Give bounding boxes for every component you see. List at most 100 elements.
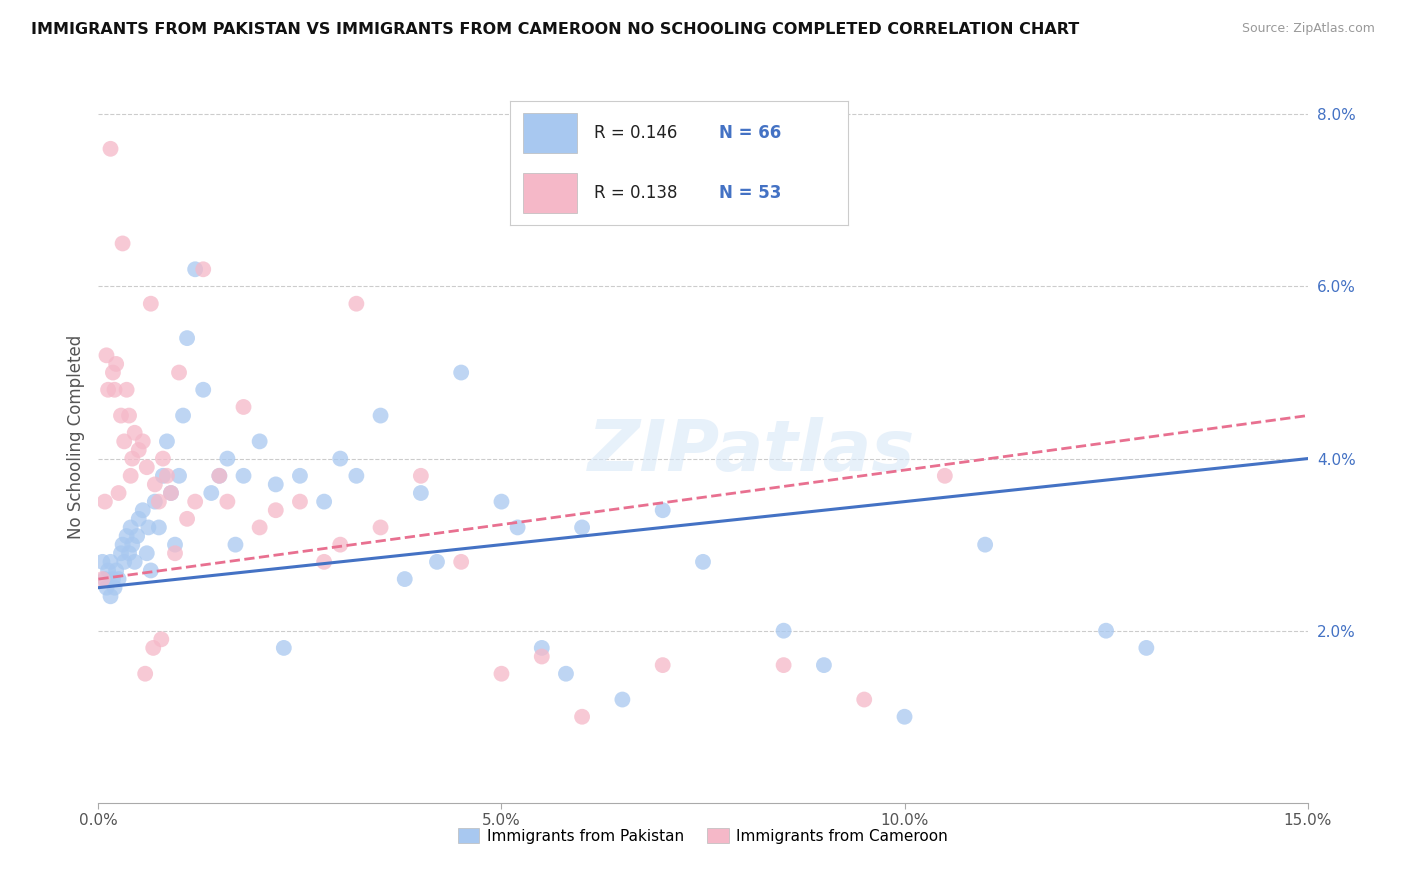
Text: Source: ZipAtlas.com: Source: ZipAtlas.com <box>1241 22 1375 36</box>
Point <box>121 451 143 466</box>
Point <box>217 494 239 508</box>
Point <box>148 494 170 508</box>
Point <box>115 529 138 543</box>
Point <box>128 512 150 526</box>
Point <box>344 296 367 310</box>
Point <box>105 564 128 578</box>
Point <box>409 468 432 483</box>
Point <box>288 494 311 508</box>
Point <box>91 555 114 569</box>
Point <box>107 572 129 586</box>
Point <box>555 666 578 681</box>
Point <box>97 564 120 578</box>
Point <box>163 538 186 552</box>
Point <box>115 383 138 397</box>
Point <box>370 520 392 534</box>
Point <box>1095 624 1118 638</box>
Point <box>217 451 239 466</box>
Point <box>314 494 336 508</box>
Point <box>110 546 132 560</box>
Point <box>506 520 529 534</box>
Point <box>394 572 416 586</box>
Point <box>163 546 186 560</box>
Point <box>193 383 215 397</box>
Point <box>150 632 173 647</box>
Point <box>208 468 231 483</box>
Point <box>100 589 122 603</box>
Point <box>120 520 142 534</box>
Point <box>450 555 472 569</box>
Point <box>107 486 129 500</box>
Point <box>94 572 117 586</box>
Point <box>111 236 134 251</box>
Point <box>152 468 174 483</box>
Point <box>148 520 170 534</box>
Point <box>138 520 160 534</box>
Point <box>118 409 141 423</box>
Point <box>142 640 165 655</box>
Point <box>314 555 336 569</box>
Point <box>772 624 794 638</box>
Point <box>103 383 125 397</box>
Point <box>101 366 124 380</box>
Point <box>184 494 207 508</box>
Point <box>571 710 593 724</box>
Point <box>101 572 124 586</box>
Point <box>193 262 215 277</box>
Point <box>530 640 553 655</box>
Point <box>184 262 207 277</box>
Point <box>94 494 117 508</box>
Point <box>134 666 156 681</box>
Point <box>167 468 190 483</box>
Point <box>124 555 146 569</box>
Point <box>329 451 352 466</box>
Point <box>105 357 128 371</box>
Point <box>152 451 174 466</box>
Point <box>120 468 142 483</box>
Point <box>121 538 143 552</box>
Point <box>249 520 271 534</box>
Legend: Immigrants from Pakistan, Immigrants from Cameroon: Immigrants from Pakistan, Immigrants fro… <box>451 822 955 850</box>
Point <box>172 409 194 423</box>
Point <box>571 520 593 534</box>
Point <box>167 366 190 380</box>
Point <box>329 538 352 552</box>
Point <box>100 555 122 569</box>
Point <box>176 331 198 345</box>
Point <box>530 649 553 664</box>
Point <box>208 468 231 483</box>
Point <box>273 640 295 655</box>
Point <box>612 692 634 706</box>
Point <box>91 572 114 586</box>
Text: ZIPatlas: ZIPatlas <box>588 417 915 486</box>
Point <box>103 581 125 595</box>
Y-axis label: No Schooling Completed: No Schooling Completed <box>66 335 84 539</box>
Point <box>160 486 183 500</box>
Point <box>232 468 254 483</box>
Point <box>651 503 673 517</box>
Point <box>264 477 287 491</box>
Point <box>110 409 132 423</box>
Point <box>974 538 997 552</box>
Point <box>288 468 311 483</box>
Point <box>96 348 118 362</box>
Point <box>156 468 179 483</box>
Point <box>692 555 714 569</box>
Point <box>156 434 179 449</box>
Point <box>813 658 835 673</box>
Point <box>132 434 155 449</box>
Point <box>112 555 135 569</box>
Point <box>491 666 513 681</box>
Point <box>143 477 166 491</box>
Point <box>426 555 449 569</box>
Text: IMMIGRANTS FROM PAKISTAN VS IMMIGRANTS FROM CAMEROON NO SCHOOLING COMPLETED CORR: IMMIGRANTS FROM PAKISTAN VS IMMIGRANTS F… <box>31 22 1080 37</box>
Point <box>97 383 120 397</box>
Point <box>450 366 472 380</box>
Point <box>135 546 157 560</box>
Point <box>124 425 146 440</box>
Point <box>772 658 794 673</box>
Point <box>224 538 246 552</box>
Point <box>491 494 513 508</box>
Point <box>100 142 122 156</box>
Point <box>139 296 162 310</box>
